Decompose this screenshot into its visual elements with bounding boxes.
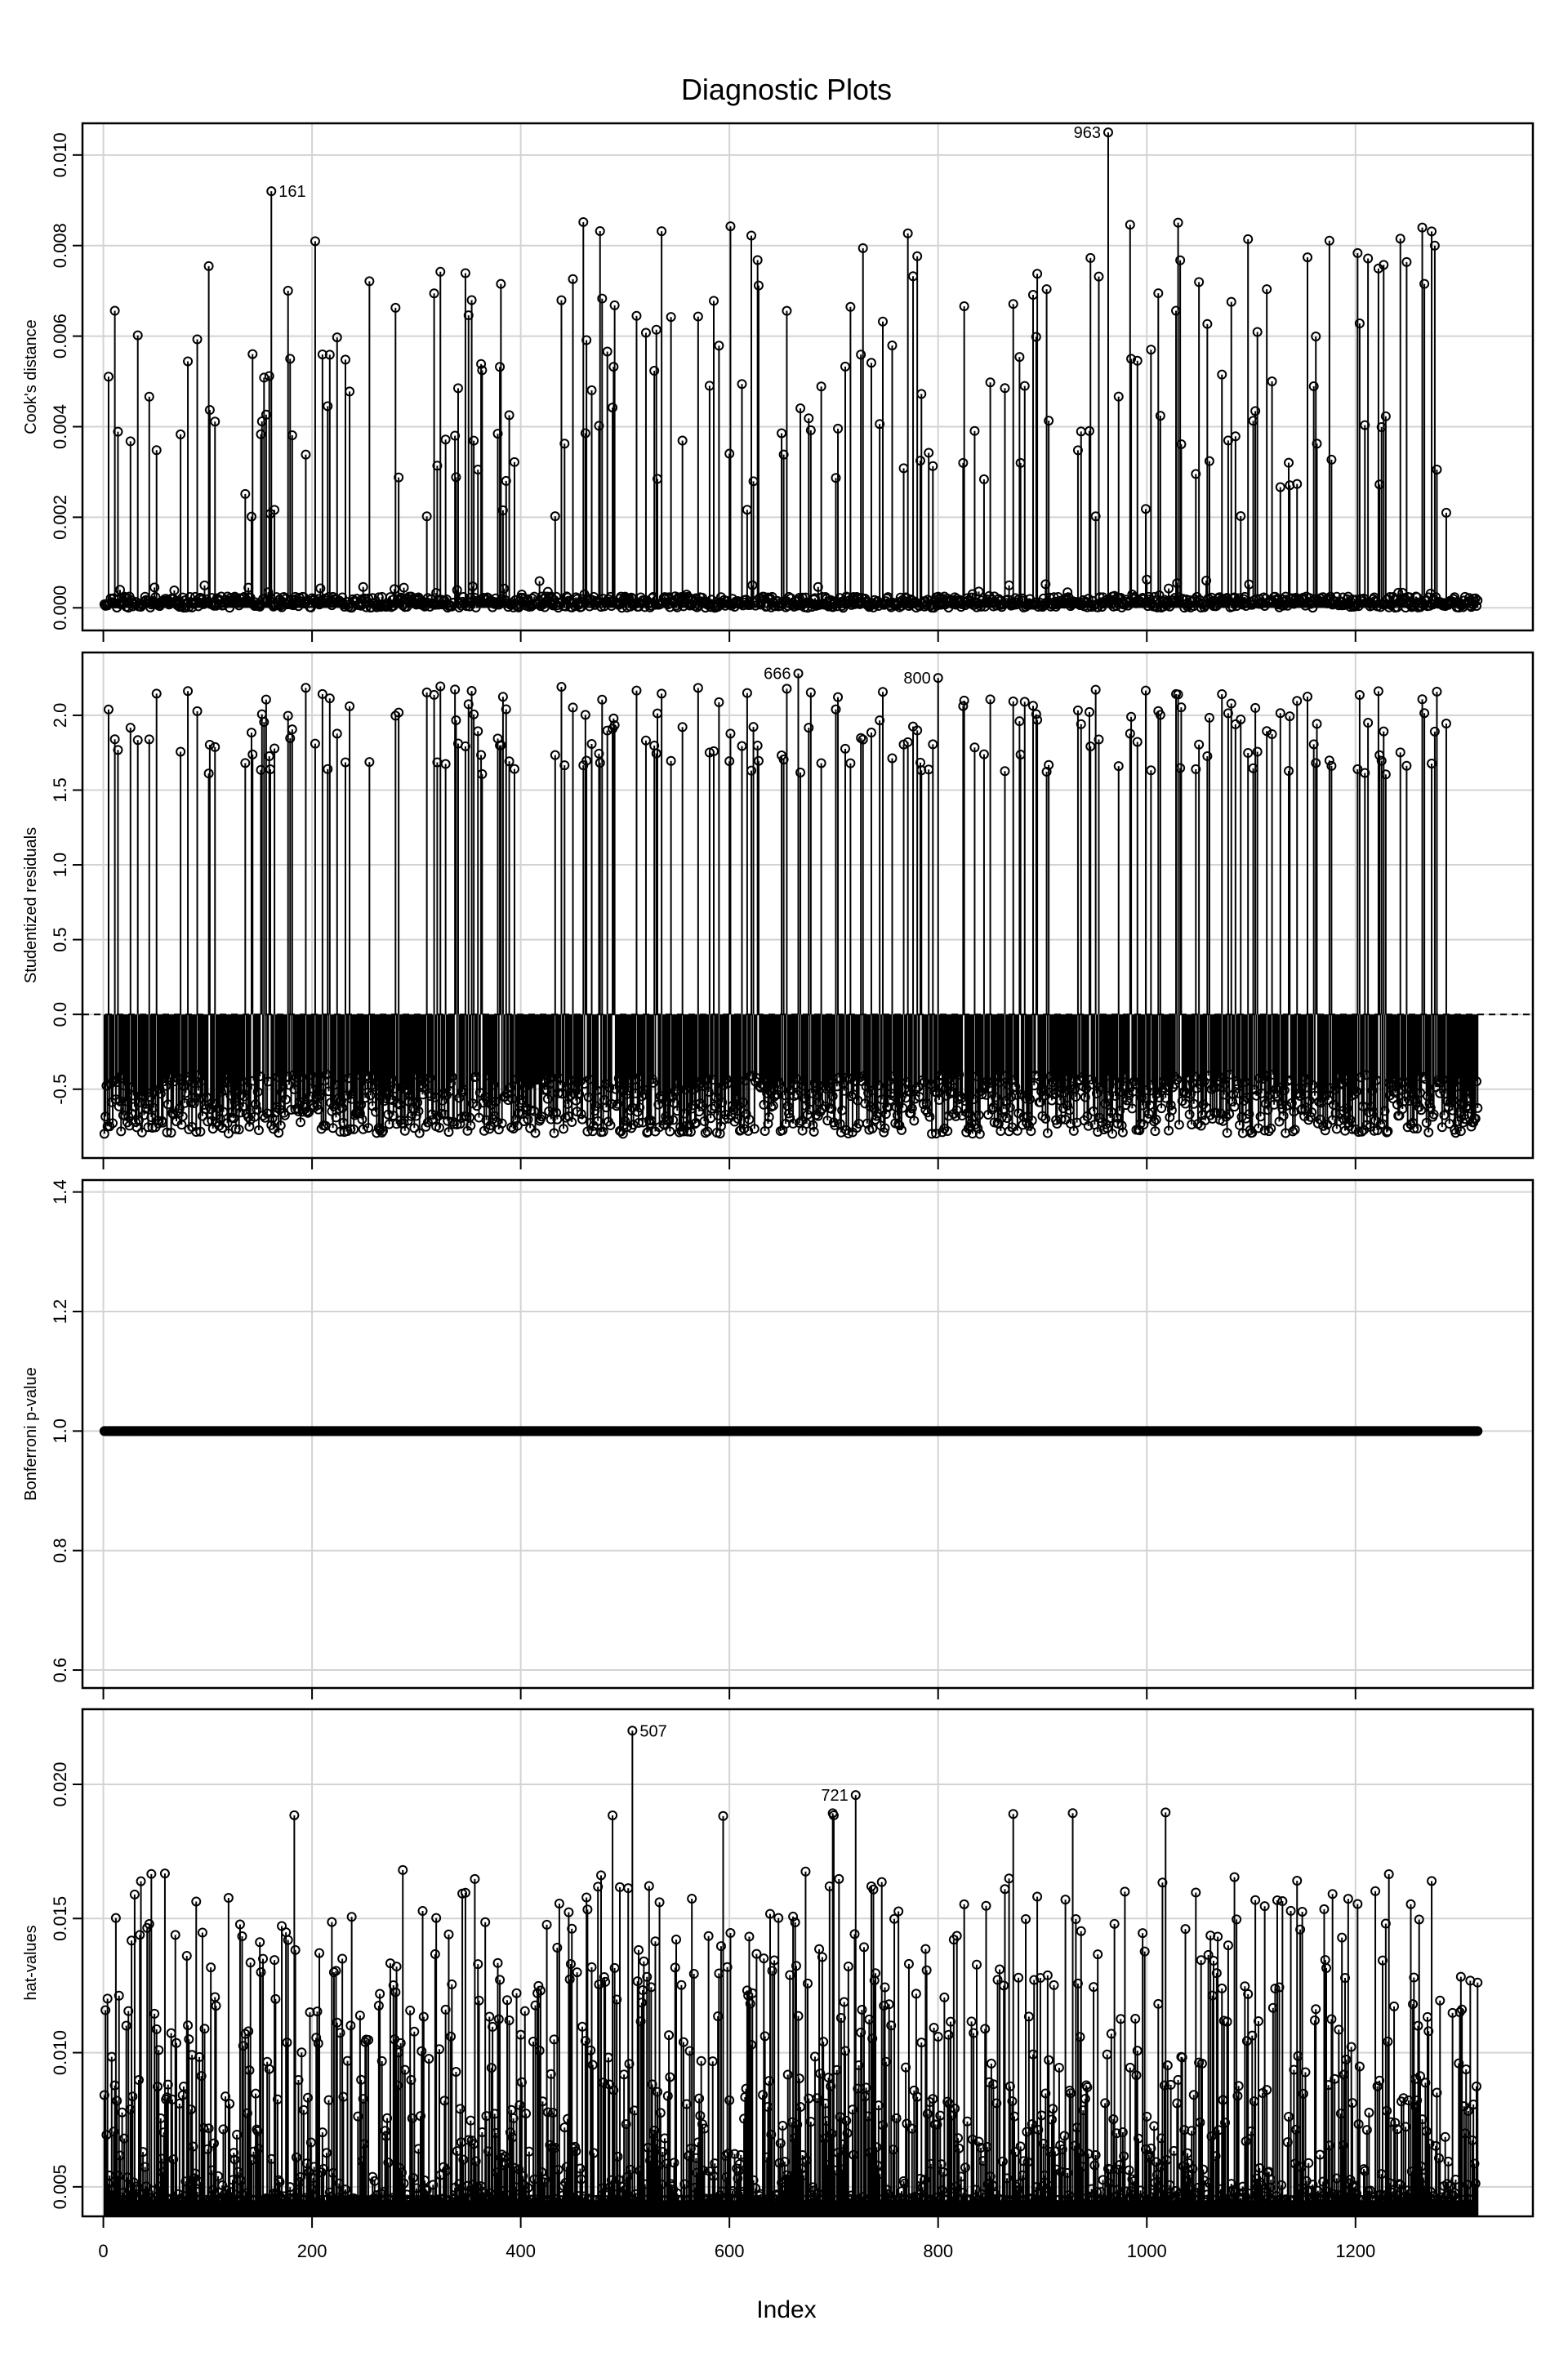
y-tick-label: 0.010 (50, 132, 70, 177)
y-tick-label: 0.002 (50, 495, 70, 540)
y-axis-label: Cook's distance (22, 319, 40, 434)
point-label: 963 (1074, 124, 1101, 142)
x-axis-label: Index (756, 2296, 816, 2323)
chart-title: Diagnostic Plots (681, 73, 892, 106)
point-label: 161 (278, 183, 305, 201)
y-tick-label: 0.008 (50, 223, 70, 268)
panel-1: 161 963 0.000 0.002 0.004 0.006 0.008 0.010 Cook… (22, 123, 1533, 642)
y-tick-label: 0.000 (50, 586, 70, 630)
y-tick-label: 0.006 (50, 314, 70, 359)
y-tick-label: 0.004 (50, 404, 70, 449)
